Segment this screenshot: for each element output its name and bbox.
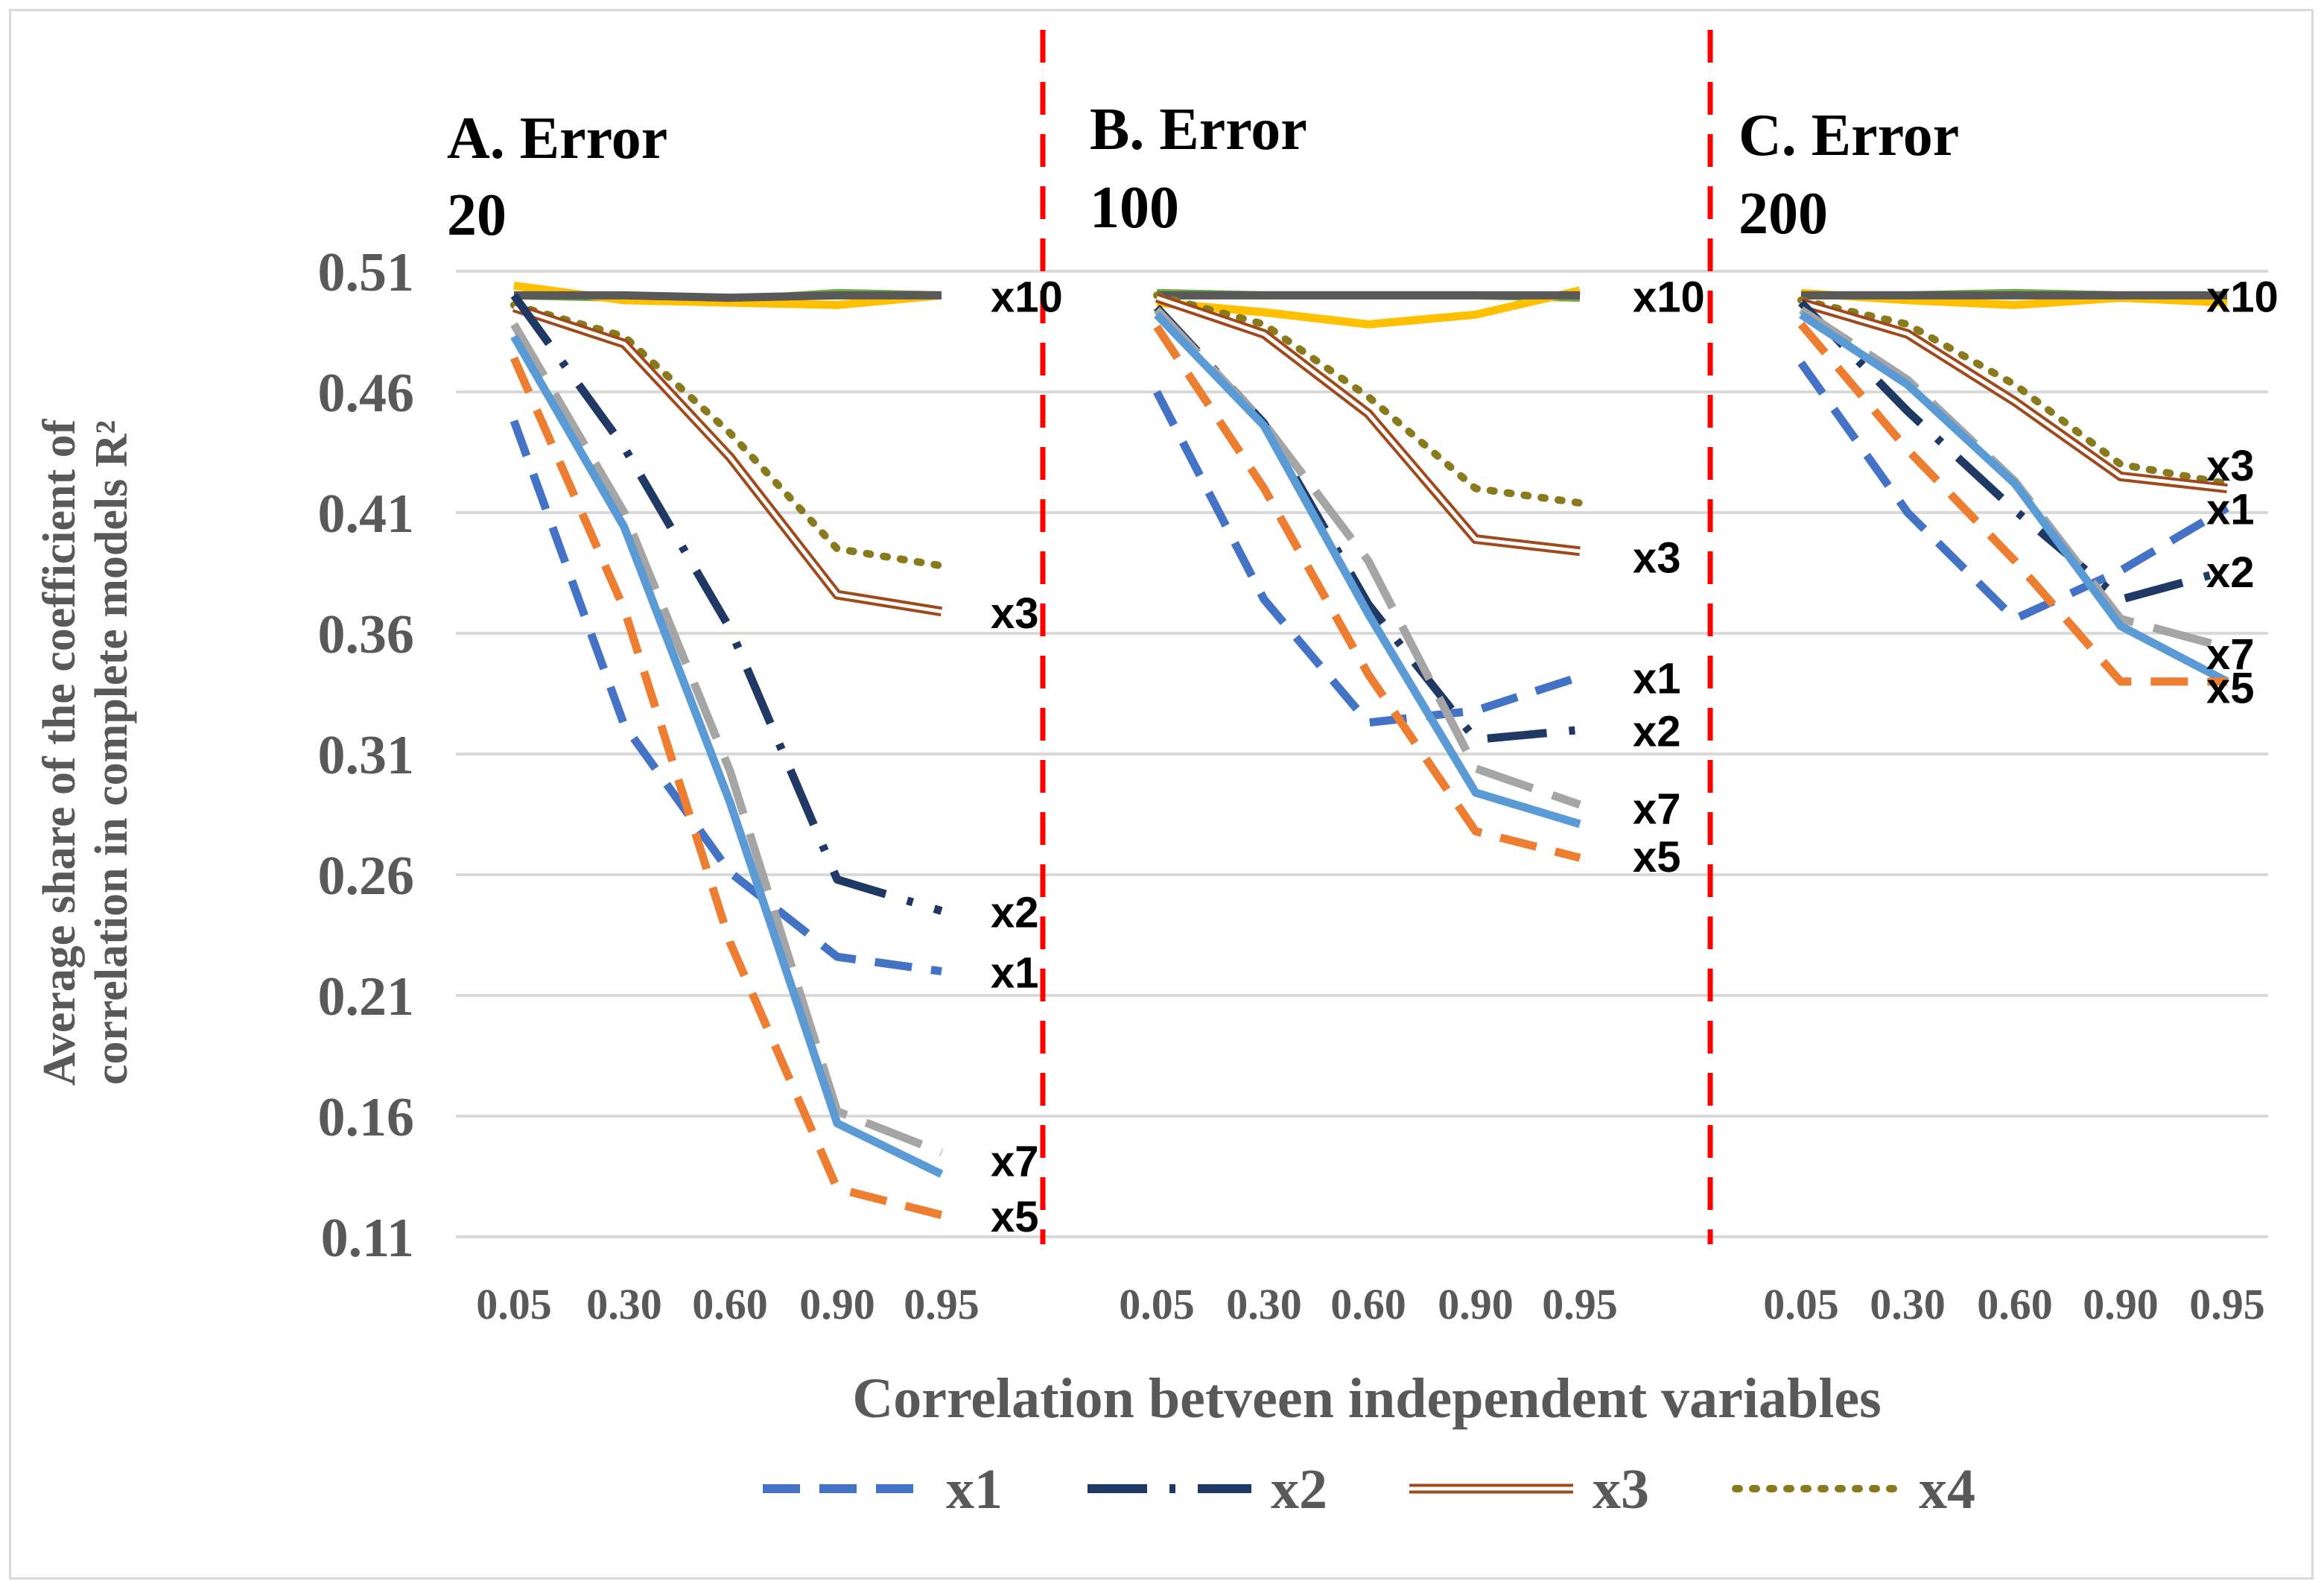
x-tick-label: 0.90	[799, 1280, 875, 1328]
series-line-x4	[510, 301, 945, 570]
series-line-x3-inner	[1156, 296, 1581, 554]
series-end-label-x5: x5	[991, 1193, 1039, 1241]
gridlines	[456, 270, 2268, 1238]
x-tick-label: 0.30	[1870, 1280, 1946, 1328]
series-line-x4	[1797, 296, 2231, 488]
series-end-label-x3: x3	[991, 589, 1039, 638]
y-tick-label: 0.31	[318, 725, 415, 786]
legend: x1 x2 x3 x4	[763, 1458, 1975, 1521]
series-line-x3	[512, 303, 943, 617]
series-line-x6	[510, 322, 944, 1156]
y-tick-label: 0.26	[318, 846, 415, 907]
legend-item-x2: x2	[1088, 1458, 1327, 1521]
x-axis-title: Correlation betveen independent variable…	[852, 1367, 1881, 1430]
series-line-x3	[1800, 297, 2228, 494]
x-tick-label: 0.05	[1763, 1280, 1839, 1328]
x-tick-label: 0.60	[692, 1280, 768, 1328]
x-tick-label: 0.95	[1542, 1280, 1618, 1328]
series-end-label-x7: x7	[1633, 785, 1681, 833]
x-tick-label: 0.90	[1438, 1280, 1514, 1328]
y-axis-title: Average share of the coefficient of corr…	[34, 418, 137, 1086]
legend-label: x2	[1271, 1458, 1327, 1521]
series-line-x2	[510, 293, 943, 915]
series-line-x5	[1153, 324, 1581, 862]
y-tick-label: 0.51	[318, 242, 415, 303]
panel-1: B. Error 100 0.05 0.30 0.60 0.90 0.95 x10 x3 x1 x2…	[1090, 97, 1705, 1328]
panel-title-line2: 200	[1739, 181, 1828, 247]
x-tick-label: 0.95	[904, 1280, 980, 1328]
series-end-label-x2: x2	[2206, 548, 2255, 597]
panel-title-line2: 100	[1090, 175, 1179, 241]
x-tick-label: 0.30	[586, 1280, 662, 1328]
series-line-x5	[509, 356, 943, 1220]
x-tick-label: 0.30	[1226, 1280, 1302, 1328]
x-tick-label: 0.60	[1977, 1280, 2053, 1328]
x-tick-label: 0.05	[1119, 1280, 1195, 1328]
panel-title-line2: 20	[447, 183, 507, 248]
legend-label: x1	[946, 1458, 1003, 1521]
series-line-x10	[514, 291, 942, 303]
y-tick-label: 0.46	[318, 363, 415, 424]
series-end-label-x10: x10	[991, 273, 1063, 321]
series-end-label-x1: x1	[1633, 654, 1681, 703]
legend-item-x4: x4	[1732, 1458, 1975, 1521]
panel-title-line1: C. Error	[1739, 103, 1959, 168]
x-tick-label: 0.95	[2189, 1280, 2265, 1328]
y-axis-ticks: 0.51 0.46 0.41 0.36 0.31 0.26 0.21 0.16 0.11	[318, 242, 415, 1269]
panel-title-line1: A. Error	[447, 106, 667, 171]
series-end-label-x1: x1	[2206, 486, 2255, 534]
series-line-x1	[1797, 360, 2229, 624]
series-end-label-x3: x3	[1633, 533, 1681, 582]
y-tick-label: 0.11	[321, 1208, 414, 1269]
series-end-label-x10: x10	[2206, 273, 2279, 321]
series-line-x2	[1153, 304, 1581, 744]
series-end-label-x10: x10	[1633, 273, 1705, 321]
series-line-x7	[1154, 311, 1581, 829]
legend-item-x1: x1	[763, 1458, 1003, 1521]
y-tick-label: 0.36	[318, 604, 415, 665]
panel-title-line1: B. Error	[1090, 97, 1307, 162]
y-axis-title-line2: correlation in complete models R²	[86, 420, 137, 1085]
series-line-x3-inner	[513, 305, 942, 614]
series-end-label-x3: x3	[2206, 442, 2255, 490]
series-end-label-x7: x7	[2206, 630, 2255, 679]
y-tick-label: 0.16	[318, 1087, 415, 1148]
panel-0: A. Error 20 0.05 0.30 0.60 0.90 0.95 x10 x3 x2 x1 x…	[447, 106, 1063, 1328]
panel-separators	[1040, 30, 1713, 1244]
series-line-x3-inner	[1800, 300, 2228, 491]
y-axis-title-line1: Average share of the coefficient of	[34, 418, 85, 1086]
series-end-label-x2: x2	[991, 889, 1039, 937]
series-end-label-x7: x7	[991, 1137, 1039, 1185]
series-line-x4	[1153, 291, 1584, 507]
y-tick-label: 0.41	[318, 484, 415, 545]
series-end-label-x5: x5	[1633, 833, 1681, 881]
series-line-x2	[1798, 300, 2229, 604]
series-end-label-x1: x1	[991, 949, 1039, 998]
series-line-x9	[1156, 286, 1581, 329]
series-line-x5	[1797, 321, 2227, 686]
x-tick-label: 0.05	[476, 1280, 552, 1328]
legend-item-x3: x3	[1409, 1458, 1649, 1521]
y-tick-label: 0.21	[318, 966, 415, 1027]
series-end-label-x5: x5	[2206, 664, 2255, 712]
series-end-label-x2: x2	[1633, 708, 1681, 756]
legend-label: x3	[1593, 1458, 1649, 1521]
x-tick-label: 0.60	[1330, 1280, 1406, 1328]
series-line-x7	[1798, 311, 2229, 685]
x-tick-label: 0.90	[2083, 1280, 2159, 1328]
series-line-x7	[510, 334, 944, 1178]
legend-label: x4	[1919, 1458, 1975, 1521]
series-line-x1	[1153, 390, 1581, 727]
